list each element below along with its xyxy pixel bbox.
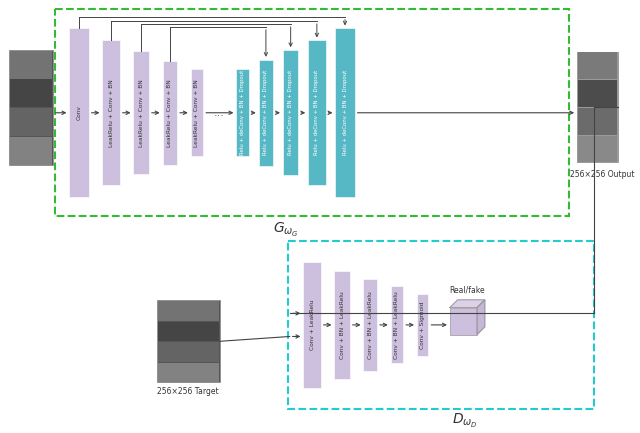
FancyBboxPatch shape bbox=[364, 278, 377, 371]
FancyBboxPatch shape bbox=[157, 301, 220, 382]
Text: 256×256 Output: 256×256 Output bbox=[570, 170, 634, 179]
FancyBboxPatch shape bbox=[577, 52, 618, 162]
Text: LeakRelu + Conv + BN: LeakRelu + Conv + BN bbox=[195, 79, 200, 147]
Text: LeakRelu + Conv + BN: LeakRelu + Conv + BN bbox=[167, 79, 172, 147]
FancyBboxPatch shape bbox=[390, 286, 403, 363]
FancyBboxPatch shape bbox=[10, 51, 52, 78]
Text: ...: ... bbox=[213, 108, 224, 118]
Text: Conv + BN + LeakRelu: Conv + BN + LeakRelu bbox=[340, 291, 344, 359]
FancyBboxPatch shape bbox=[133, 51, 149, 174]
Text: Relu + deConv + BN + Dropout: Relu + deConv + BN + Dropout bbox=[240, 70, 245, 155]
Text: Conv: Conv bbox=[77, 105, 81, 120]
FancyBboxPatch shape bbox=[10, 80, 52, 107]
Text: $G_{\omega_G}$: $G_{\omega_G}$ bbox=[273, 221, 299, 239]
Text: Relu + deConv + BN + Dropout: Relu + deConv + BN + Dropout bbox=[342, 70, 348, 155]
Text: Relu + deConv + BN + Dropout: Relu + deConv + BN + Dropout bbox=[314, 70, 319, 155]
FancyBboxPatch shape bbox=[191, 69, 204, 156]
Text: 256×256 Target: 256×256 Target bbox=[157, 387, 219, 396]
Text: LeakRelu + Conv + BN: LeakRelu + Conv + BN bbox=[139, 79, 143, 147]
FancyBboxPatch shape bbox=[102, 40, 120, 185]
Polygon shape bbox=[450, 300, 484, 307]
FancyBboxPatch shape bbox=[236, 69, 249, 156]
FancyBboxPatch shape bbox=[308, 40, 326, 185]
Text: Conv + LeakRelu: Conv + LeakRelu bbox=[310, 300, 314, 350]
Text: Conv + BN + LeakRelu: Conv + BN + LeakRelu bbox=[368, 291, 372, 359]
Text: Conv + BN + LeakRelu: Conv + BN + LeakRelu bbox=[394, 291, 399, 359]
FancyBboxPatch shape bbox=[259, 60, 273, 166]
Text: Relu + deConv + BN + Dropout: Relu + deConv + BN + Dropout bbox=[264, 70, 268, 155]
FancyBboxPatch shape bbox=[10, 137, 52, 165]
FancyBboxPatch shape bbox=[157, 301, 219, 321]
FancyBboxPatch shape bbox=[10, 108, 52, 136]
Polygon shape bbox=[477, 300, 484, 335]
FancyBboxPatch shape bbox=[578, 108, 617, 135]
Text: LeakRelu + Conv + BN: LeakRelu + Conv + BN bbox=[109, 79, 113, 147]
FancyBboxPatch shape bbox=[9, 50, 53, 165]
FancyBboxPatch shape bbox=[163, 61, 177, 165]
FancyBboxPatch shape bbox=[578, 80, 617, 107]
FancyBboxPatch shape bbox=[283, 50, 298, 175]
FancyBboxPatch shape bbox=[334, 271, 350, 379]
FancyBboxPatch shape bbox=[69, 29, 89, 197]
Text: Relu + deConv + BN + Dropout: Relu + deConv + BN + Dropout bbox=[288, 70, 293, 155]
FancyBboxPatch shape bbox=[578, 136, 617, 162]
FancyBboxPatch shape bbox=[157, 342, 219, 362]
Text: Real/fake: Real/fake bbox=[449, 285, 485, 294]
Text: $D_{\omega_D}$: $D_{\omega_D}$ bbox=[452, 412, 478, 430]
FancyBboxPatch shape bbox=[303, 262, 321, 388]
FancyBboxPatch shape bbox=[450, 307, 477, 335]
FancyBboxPatch shape bbox=[157, 363, 219, 382]
Text: Conv + Sigmoid: Conv + Sigmoid bbox=[420, 301, 425, 349]
FancyBboxPatch shape bbox=[335, 29, 355, 197]
FancyBboxPatch shape bbox=[417, 294, 429, 356]
FancyBboxPatch shape bbox=[157, 322, 219, 341]
FancyBboxPatch shape bbox=[578, 52, 617, 79]
